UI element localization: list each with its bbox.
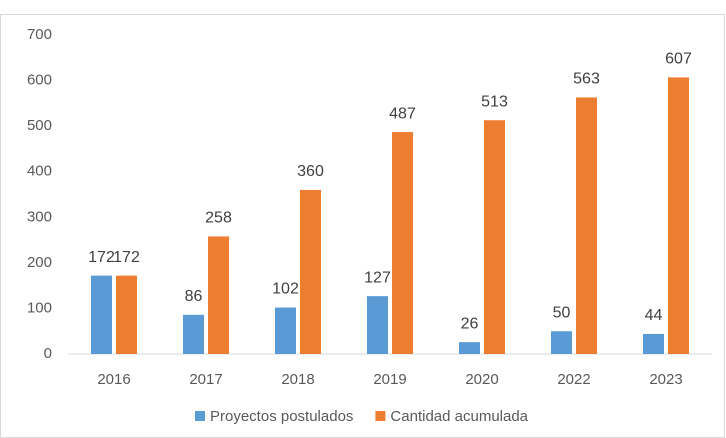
x-tick-label: 2020 <box>465 371 498 388</box>
bar <box>208 236 229 354</box>
data-label: 50 <box>553 304 571 321</box>
data-label: 102 <box>272 281 299 298</box>
chart-border <box>0 14 725 438</box>
data-label: 360 <box>297 163 324 180</box>
bar <box>91 275 112 354</box>
bar <box>551 331 572 354</box>
data-label: 172 <box>88 249 115 266</box>
data-label: 513 <box>481 93 508 110</box>
legend-label: Cantidad acumulada <box>390 408 528 425</box>
x-tick-label: 2023 <box>649 371 682 388</box>
bar <box>668 77 689 354</box>
data-label: 26 <box>461 315 479 332</box>
y-tick-label: 300 <box>27 208 52 225</box>
y-tick-label: 200 <box>27 254 52 271</box>
legend-swatch <box>375 411 386 421</box>
bar <box>643 333 664 354</box>
data-label: 487 <box>389 105 416 122</box>
bar <box>275 307 296 354</box>
data-label: 86 <box>185 288 203 305</box>
y-tick-label: 600 <box>27 72 52 89</box>
y-tick-label: 100 <box>27 299 52 316</box>
legend-label: Proyectos postulados <box>210 408 353 425</box>
data-label: 172 <box>113 249 140 266</box>
x-tick-label: 2017 <box>189 371 222 388</box>
x-tick-label: 2016 <box>97 371 130 388</box>
y-tick-label: 500 <box>27 117 52 134</box>
data-label: 44 <box>645 307 663 324</box>
data-label: 127 <box>364 269 391 286</box>
bar <box>116 275 137 354</box>
bar <box>576 97 597 354</box>
data-label: 607 <box>665 51 692 68</box>
bar <box>367 296 388 354</box>
bar <box>459 342 480 354</box>
bar <box>392 132 413 354</box>
y-tick-label: 400 <box>27 163 52 180</box>
bar <box>484 120 505 355</box>
x-tick-label: 2018 <box>281 371 314 388</box>
legend-swatch <box>195 411 205 421</box>
data-label: 563 <box>573 71 600 88</box>
x-tick-label: 2019 <box>373 371 406 388</box>
data-label: 258 <box>205 210 232 227</box>
bar <box>183 314 204 354</box>
y-tick-label: 0 <box>44 345 52 362</box>
bar <box>300 189 321 354</box>
x-tick-label: 2022 <box>557 371 590 388</box>
y-tick-label: 700 <box>27 26 52 43</box>
